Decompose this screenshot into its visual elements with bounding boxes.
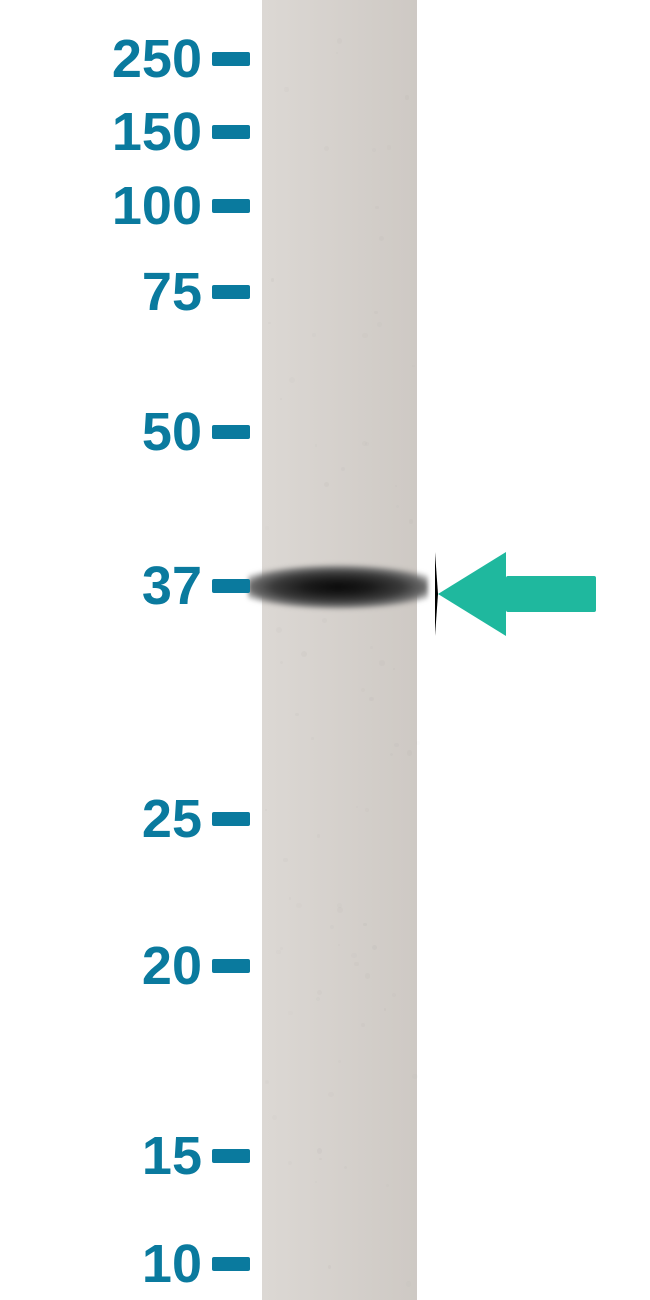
marker-10: 10 (0, 1233, 250, 1295)
arrow-head-icon (435, 552, 506, 636)
marker-label: 250 (112, 28, 212, 90)
marker-tick (212, 199, 250, 213)
marker-label: 37 (142, 555, 212, 617)
marker-label: 10 (142, 1233, 212, 1295)
marker-20: 20 (0, 935, 250, 997)
marker-label: 20 (142, 935, 212, 997)
marker-tick (212, 52, 250, 66)
marker-37: 37 (0, 555, 250, 617)
protein-band (248, 558, 428, 616)
marker-15: 15 (0, 1125, 250, 1187)
marker-50: 50 (0, 401, 250, 463)
marker-250: 250 (0, 28, 250, 90)
arrow-tail (506, 576, 596, 612)
marker-25: 25 (0, 788, 250, 850)
marker-100: 100 (0, 175, 250, 237)
blot-lane (262, 0, 417, 1300)
marker-tick (212, 1149, 250, 1163)
marker-tick (212, 425, 250, 439)
marker-label: 15 (142, 1125, 212, 1187)
marker-150: 150 (0, 101, 250, 163)
band-indicator-arrow (435, 552, 596, 636)
marker-tick (212, 125, 250, 139)
marker-tick (212, 959, 250, 973)
marker-label: 25 (142, 788, 212, 850)
marker-tick (212, 579, 250, 593)
marker-tick (212, 812, 250, 826)
marker-tick (212, 285, 250, 299)
molecular-weight-ladder: 250 150 100 75 50 37 25 20 15 10 (0, 0, 250, 1300)
marker-label: 150 (112, 101, 212, 163)
marker-label: 50 (142, 401, 212, 463)
marker-tick (212, 1257, 250, 1271)
marker-75: 75 (0, 261, 250, 323)
marker-label: 75 (142, 261, 212, 323)
marker-label: 100 (112, 175, 212, 237)
